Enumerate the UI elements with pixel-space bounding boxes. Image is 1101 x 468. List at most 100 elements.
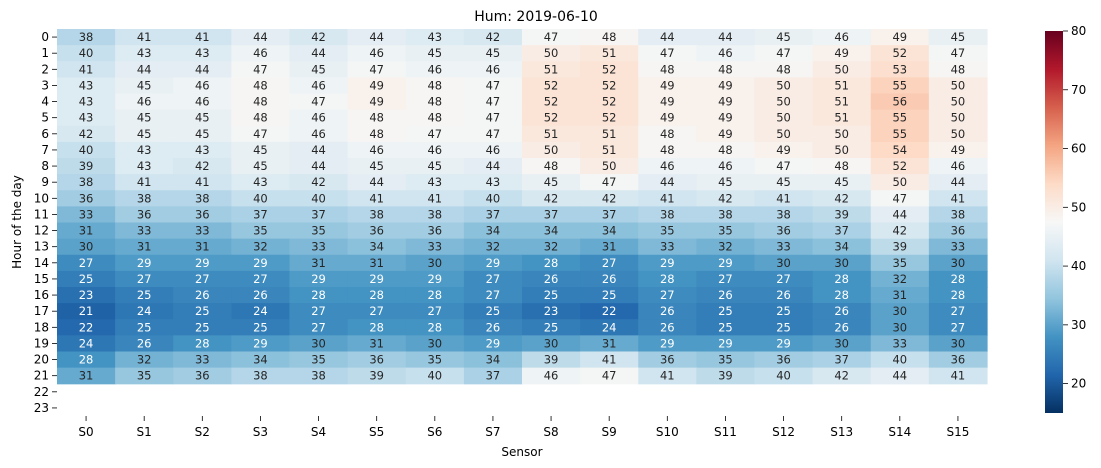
heatmap-cell [696,254,756,272]
heatmap-cell [812,61,872,78]
cell-value-label: 46 [253,46,268,60]
heatmap-cell [522,158,581,175]
heatmap-cell [173,109,232,127]
heatmap-cell [173,190,232,207]
cell-value-label: 47 [660,46,675,60]
heatmap-cell [870,141,930,159]
cell-value-label: 21 [79,304,94,318]
heatmap-cell [231,367,291,385]
heatmap-cell [57,190,116,207]
x-tick-label: S13 [830,425,853,439]
heatmap-cell [289,61,349,78]
cell-value-label: 43 [427,30,442,44]
heatmap-cell [522,125,581,143]
heatmap-cell [754,206,814,224]
heatmap-cell [347,77,407,95]
cell-value-label: 47 [602,175,617,189]
cell-value-label: 45 [137,111,152,125]
cell-value-label: 48 [253,95,268,109]
heatmap-cell [115,174,174,191]
cell-value-label: 27 [311,320,326,334]
cell-value-label: 30 [776,256,791,270]
heatmap-cell [115,254,174,272]
heatmap-cell [57,351,116,369]
cell-value-label: 22 [602,304,617,318]
cell-value-label: 25 [544,320,559,334]
cell-value-label: 35 [718,224,733,238]
cell-value-label: 47 [369,62,384,76]
heatmap-cell [638,174,697,191]
heatmap-cell [231,303,291,320]
heatmap-cell [115,45,174,62]
heatmap-cell [754,319,814,336]
heatmap-cell [405,174,465,191]
heatmap-cell [580,270,639,288]
cell-value-label: 51 [834,95,849,109]
cell-value-label: 27 [369,304,384,318]
heatmap-cell [638,270,697,288]
heatmap-cell [754,238,814,256]
cell-value-label: 41 [369,191,384,205]
cell-value-label: 26 [660,304,675,318]
heatmap-cell [231,222,291,240]
cell-value-label: 23 [79,288,94,302]
cell-value-label: 35 [137,369,152,383]
heatmap-cell [57,109,116,127]
colorbar-tick-label: 40 [1071,259,1086,273]
heatmap-cell [57,141,116,159]
heatmap-cell [405,61,465,78]
heatmap-cell [580,319,639,336]
cell-value-label: 44 [253,30,268,44]
cell-value-label: 36 [660,353,675,367]
heatmap-cell [115,335,174,353]
cell-value-label: 48 [427,111,442,125]
cell-value-label: 48 [427,95,442,109]
heatmap-cell [57,45,116,62]
heatmap-cell [463,270,523,288]
cell-value-label: 26 [486,320,501,334]
cell-value-label: 41 [602,353,617,367]
cell-value-label: 36 [195,369,210,383]
y-tick-label: 20 [34,353,49,367]
heatmap-cell [522,351,581,369]
heatmap-cell [115,141,174,159]
y-tick-label: 14 [34,256,49,270]
heatmap-cell-labels: 38 41 41 44 42 44 43 42 47 48 44 44 45 46 49 45 40 43 43 46… [79,30,966,383]
heatmap-cell [347,190,407,207]
cell-value-label: 45 [776,30,791,44]
cell-value-label: 45 [195,111,210,125]
heatmap-cell [754,61,814,78]
y-tick-label: 21 [34,369,49,383]
heatmap-cell [580,206,639,224]
heatmap-cell [638,125,697,143]
y-tick-label: 19 [34,336,49,350]
heatmap-cell [289,174,349,191]
cell-value-label: 22 [79,320,94,334]
heatmap-cell [115,303,174,320]
heatmap-cell [638,29,697,46]
cell-value-label: 41 [776,191,791,205]
cell-value-label: 30 [892,320,907,334]
cell-value-label: 28 [427,320,442,334]
cell-value-label: 29 [427,272,442,286]
cell-value-label: 47 [253,62,268,76]
heatmap-cell [463,206,523,224]
cell-value-label: 48 [544,159,559,173]
cell-value-label: 51 [544,62,559,76]
cell-value-label: 32 [486,240,501,254]
heatmap-cell [870,206,930,224]
cell-value-label: 46 [369,46,384,60]
cell-value-label: 38 [427,207,442,221]
cell-value-label: 41 [660,191,675,205]
heatmap-cell [696,190,756,207]
heatmap-cell [289,287,349,304]
heatmap-cell [638,351,697,369]
cell-value-label: 28 [369,288,384,302]
heatmap-cell [57,238,116,256]
cell-value-label: 33 [892,336,907,350]
heatmap-cell [812,303,872,320]
cell-value-label: 37 [311,207,326,221]
heatmap-cell [289,319,349,336]
cell-value-label: 49 [660,111,675,125]
